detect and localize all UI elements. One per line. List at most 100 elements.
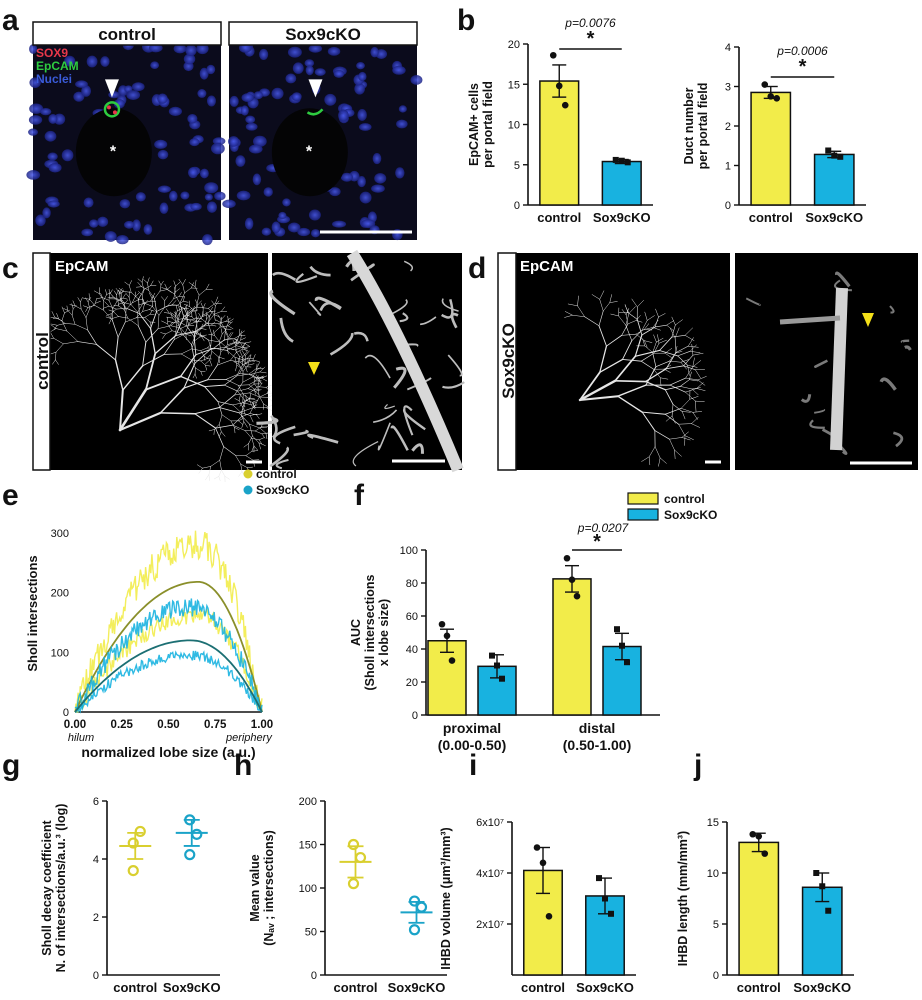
chart-e-series-control-band	[75, 530, 263, 713]
ductule	[350, 263, 375, 282]
ductal-branch	[681, 411, 691, 413]
chart-h-ytick-label: 100	[299, 883, 317, 895]
ductal-branch	[252, 369, 257, 378]
ductal-branch	[119, 389, 124, 431]
nucleus	[47, 200, 60, 208]
ductal-branch	[209, 351, 213, 361]
nucleus	[358, 71, 367, 82]
ductal-branch	[648, 446, 656, 457]
ductal-branch	[684, 335, 695, 341]
ductal-branch	[198, 313, 203, 320]
ductal-branch	[117, 321, 126, 338]
ductal-branch	[218, 321, 226, 325]
ductal-branch	[232, 339, 237, 346]
ductal-branch	[122, 293, 126, 299]
ductal-branch	[145, 328, 159, 343]
ductal-branch	[679, 386, 693, 390]
ductal-branch	[257, 388, 260, 398]
ductal-branch	[136, 286, 142, 288]
ductule	[809, 419, 825, 429]
ductal-branch	[124, 299, 128, 304]
ductule	[442, 381, 465, 389]
ductal-branch	[138, 291, 143, 296]
header-label-1: Sox9cKO	[285, 25, 361, 44]
ductal-branch	[103, 294, 107, 301]
chart-i-ytick-label: 2x10⁷	[476, 919, 504, 931]
ductal-branch	[173, 311, 178, 317]
ductal-branch	[205, 474, 210, 481]
ductal-branch	[209, 310, 216, 312]
ductal-branch	[180, 324, 189, 329]
ductal-branch	[71, 308, 74, 316]
ductal-branch	[233, 338, 239, 343]
ductal-branch	[656, 338, 664, 343]
nucleus	[173, 43, 187, 54]
nucleus	[308, 209, 321, 221]
ductal-branch	[224, 329, 226, 340]
ductal-branch	[256, 363, 258, 371]
ductal-branch	[653, 334, 657, 343]
chart-b1-bar-control	[539, 80, 580, 206]
ductule	[309, 265, 331, 277]
nucleus	[287, 222, 301, 233]
ductal-branch	[218, 476, 221, 482]
ductal-branch	[238, 418, 244, 422]
ductal-branch	[235, 342, 245, 344]
chart-f-bar-control	[552, 578, 592, 716]
ductal-branch	[141, 297, 145, 304]
ductal-branch	[215, 300, 220, 306]
ductal-branch	[195, 317, 203, 320]
ductal-branch	[154, 298, 157, 312]
ductal-branch	[174, 317, 177, 327]
channel-legend-1: EpCAM	[36, 59, 79, 73]
chart-g-ytick-label: 6	[93, 796, 99, 808]
panel-letter-b: b	[457, 4, 475, 37]
ductal-branch	[149, 321, 152, 328]
ductal-branch	[671, 324, 676, 338]
ductal-branch	[72, 300, 76, 306]
ductal-branch	[238, 395, 241, 402]
ductal-branch	[217, 314, 222, 320]
ductal-branch	[265, 432, 268, 439]
ductal-branch	[167, 323, 173, 331]
ductal-branch	[652, 319, 659, 328]
ductal-branch	[118, 302, 124, 305]
ductal-branch	[159, 284, 162, 292]
ductal-branch	[74, 305, 82, 310]
ductal-branch	[100, 292, 103, 298]
chart-j-ytick-label: 10	[707, 868, 719, 880]
ductal-branch	[108, 309, 114, 312]
ductule	[269, 446, 289, 468]
ductal-branch	[61, 320, 68, 332]
arrowhead-icon	[104, 79, 119, 98]
nucleus	[395, 167, 405, 179]
chart-j-point	[755, 832, 763, 840]
ductal-branch	[180, 353, 192, 361]
ductal-branch	[171, 300, 177, 306]
ductal-branch	[178, 321, 187, 327]
ductal-branch	[675, 345, 689, 353]
ductal-branch	[234, 427, 236, 434]
ductal-branch	[200, 347, 208, 351]
chart-h-ytick-label: 50	[305, 927, 317, 939]
ductal-branch	[178, 278, 183, 285]
ductal-branch	[644, 323, 650, 330]
ductal-branch	[208, 474, 210, 481]
ductal-branch	[204, 324, 212, 327]
ductal-branch	[111, 306, 114, 312]
ductal-branch	[72, 304, 77, 309]
nucleus	[113, 98, 125, 109]
ductal-branch	[239, 334, 246, 336]
chart-e-ylabel: Sholl intersections	[25, 555, 40, 671]
ductal-branch	[669, 327, 676, 339]
ductal-branch	[175, 288, 180, 293]
chart-b1-xtick-label: control	[537, 210, 581, 225]
ductal-branch	[622, 358, 642, 362]
chart-i-ytick-label: 6x10⁷	[476, 817, 504, 829]
ductal-branch	[259, 375, 264, 380]
ductal-branch	[186, 312, 189, 318]
ductal-branch	[173, 291, 176, 300]
ductal-branch	[204, 384, 225, 388]
ductal-branch	[687, 337, 694, 347]
ductule	[889, 305, 895, 314]
